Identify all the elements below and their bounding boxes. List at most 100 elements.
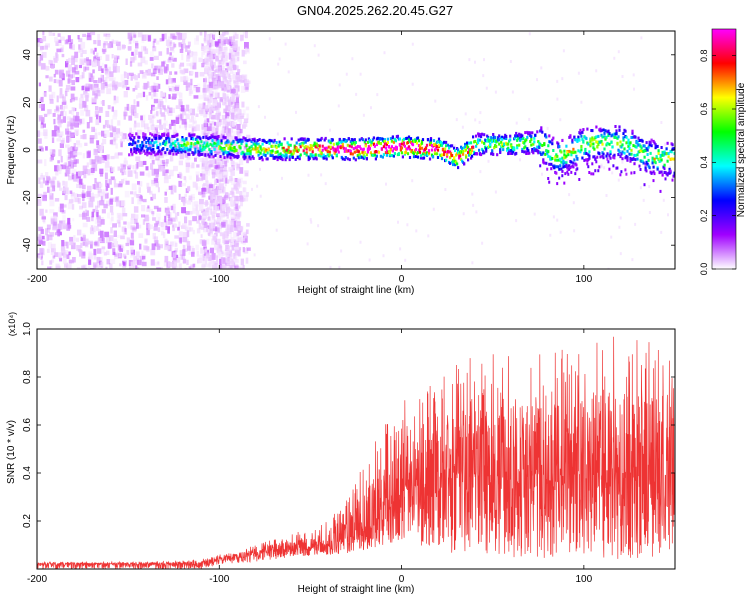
spectrogram-noise-cell bbox=[203, 82, 207, 90]
spectrogram-noise-cell bbox=[219, 134, 223, 139]
spectrogram-noise-cell bbox=[605, 194, 608, 197]
spectrogram-noise-cell bbox=[98, 106, 103, 113]
spectrogram-noise-cell bbox=[39, 132, 44, 136]
spectrogram-band-cell bbox=[398, 137, 401, 141]
spectrogram-noise-cell bbox=[106, 158, 110, 163]
spectrogram-noise-cell bbox=[171, 81, 176, 85]
spectrogram-noise-cell bbox=[139, 243, 142, 250]
spectrogram-noise-cell bbox=[238, 158, 244, 165]
spectrogram-band-cell bbox=[607, 160, 610, 164]
spectrogram-noise-cell bbox=[49, 200, 55, 207]
spectrogram-noise-cell bbox=[74, 70, 80, 75]
spectrogram-noise-cell bbox=[169, 169, 174, 177]
spectrogram-noise-cell bbox=[99, 237, 105, 244]
spectrogram-noise-cell bbox=[86, 216, 91, 222]
spectrogram-band-cell bbox=[369, 143, 372, 147]
spectrogram-band-cell bbox=[520, 133, 523, 137]
spectrogram-noise-cell bbox=[188, 220, 192, 226]
spectrogram-noise-cell bbox=[310, 220, 313, 224]
spectrogram-noise-cell bbox=[235, 84, 238, 90]
spectrogram-noise-cell bbox=[519, 158, 521, 162]
spectrogram-noise-cell bbox=[66, 254, 70, 259]
spectrogram-band-cell bbox=[601, 142, 604, 146]
spectrogram-noise-cell bbox=[239, 128, 243, 134]
spectrogram-noise-cell bbox=[70, 45, 74, 50]
spectrogram-noise-cell bbox=[109, 83, 112, 88]
spectrogram-noise-cell bbox=[115, 55, 120, 60]
spectrogram-noise-cell bbox=[221, 81, 224, 89]
spectrogram-noise-cell bbox=[57, 230, 60, 237]
spectrogram-noise-cell bbox=[216, 146, 221, 152]
spectrogram-noise-cell bbox=[117, 183, 123, 188]
spectrogram-noise-cell bbox=[71, 98, 75, 102]
spectrogram-noise-cell bbox=[57, 113, 61, 121]
spectrogram-noise-cell bbox=[101, 142, 104, 150]
spectrogram-noise-cell bbox=[96, 215, 101, 220]
spectrogram-noise-cell bbox=[85, 60, 90, 67]
spectrogram-noise-cell bbox=[152, 106, 158, 110]
spectrogram-noise-cell bbox=[223, 194, 229, 199]
spectrogram-noise-cell bbox=[188, 245, 194, 252]
spectrogram-band-cell bbox=[167, 132, 170, 136]
spectrogram-band-cell bbox=[184, 146, 187, 150]
spectrogram-noise-cell bbox=[229, 220, 232, 227]
spectrogram-noise-cell bbox=[41, 260, 44, 266]
spectrogram-noise-cell bbox=[95, 119, 100, 126]
spectrogram-noise-cell bbox=[209, 33, 213, 38]
spectrogram-band-cell bbox=[584, 149, 587, 153]
spectrogram-noise-cell bbox=[73, 159, 77, 165]
spectrogram-noise-cell bbox=[216, 125, 219, 132]
spectrogram-noise-cell bbox=[164, 197, 168, 203]
spectrogram-band-cell bbox=[334, 148, 337, 152]
spectrogram-noise-cell bbox=[93, 80, 98, 84]
spectrogram-noise-cell bbox=[67, 121, 71, 127]
spectrogram-noise-cell bbox=[214, 262, 218, 269]
spectrogram-noise-cell bbox=[206, 126, 212, 131]
spectrogram-noise-cell bbox=[94, 93, 98, 99]
spectrogram-band-cell bbox=[248, 138, 251, 142]
spectrogram-noise-cell bbox=[129, 61, 133, 67]
spectrogram-band-cell bbox=[545, 135, 548, 139]
spectrogram-band-cell bbox=[481, 132, 484, 136]
spectrogram-noise-cell bbox=[207, 39, 210, 46]
spectrogram-noise-cell bbox=[169, 88, 172, 92]
spectrogram-band-cell bbox=[619, 140, 622, 144]
spectrogram-noise-cell bbox=[572, 201, 575, 205]
spectrogram-noise-cell bbox=[205, 151, 208, 158]
spectrogram-noise-cell bbox=[188, 51, 194, 58]
spectrogram-band-cell bbox=[542, 158, 545, 162]
spectrogram-noise-cell bbox=[137, 73, 140, 79]
spectrogram-noise-cell bbox=[45, 43, 50, 48]
spectrogram-noise-cell bbox=[45, 175, 51, 181]
spectrogram-band-cell bbox=[258, 138, 261, 142]
spectrogram-noise-cell bbox=[179, 92, 183, 99]
spectrogram-band-cell bbox=[294, 157, 297, 161]
spectrogram-band-cell bbox=[622, 138, 625, 142]
spectrogram-noise-cell bbox=[218, 179, 221, 184]
spectrogram-noise-cell bbox=[57, 132, 61, 138]
spectrogram-band-cell bbox=[304, 139, 307, 143]
spectrogram-band-cell bbox=[346, 143, 349, 147]
spectrogram-noise-cell bbox=[226, 261, 231, 265]
spectrogram-noise-cell bbox=[40, 45, 44, 50]
spectrogram-band-cell bbox=[477, 141, 480, 144]
spectrogram-noise-cell bbox=[53, 221, 58, 229]
spectrogram-noise-cell bbox=[38, 226, 43, 232]
spectrogram-band-cell bbox=[457, 166, 460, 170]
spectrogram-band-cell bbox=[401, 155, 404, 159]
spectrogram-noise-cell bbox=[113, 238, 118, 246]
spectrogram-band-cell bbox=[157, 146, 160, 150]
spectrogram-noise-cell bbox=[237, 249, 241, 257]
spectrogram-noise-cell bbox=[130, 74, 133, 81]
spectrogram-noise-cell bbox=[245, 48, 250, 54]
spectrogram-noise-cell bbox=[176, 256, 181, 263]
spectrogram-band-cell bbox=[129, 132, 132, 136]
spectrogram-noise-cell bbox=[86, 191, 91, 197]
spectrogram-noise-cell bbox=[53, 57, 58, 63]
spectrogram-noise-cell bbox=[112, 63, 116, 71]
spectrogram-band-cell bbox=[129, 142, 132, 146]
colorbar-gradient bbox=[711, 28, 737, 270]
spectrogram-noise-cell bbox=[234, 195, 239, 202]
spectrogram-band-cell bbox=[311, 150, 314, 154]
spectrogram-band-cell bbox=[566, 151, 569, 155]
